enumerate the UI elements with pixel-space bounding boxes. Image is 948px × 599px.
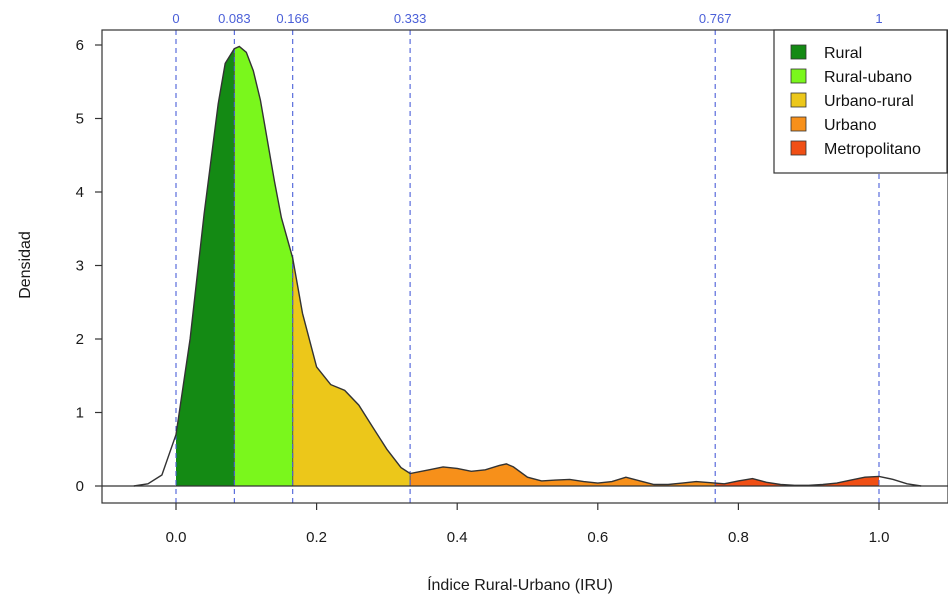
category-fills — [176, 46, 879, 486]
threshold-label: 1 — [875, 11, 882, 26]
x-axis: 0.0 0.2 0.4 0.6 0.8 1.0 — [166, 503, 890, 546]
y-tick-label: 6 — [76, 37, 84, 54]
legend-label: Rural — [824, 45, 862, 62]
x-axis-title: Índice Rural-Urbano (IRU) — [427, 575, 613, 594]
threshold-label: 0.767 — [699, 11, 732, 26]
threshold-label: 0.333 — [394, 11, 427, 26]
x-tick-label: 0.2 — [306, 529, 327, 546]
threshold-label: 0.083 — [218, 11, 251, 26]
legend-swatch — [790, 116, 807, 132]
legend-swatch — [790, 140, 807, 156]
legend-label: Rural-ubano — [824, 69, 912, 86]
y-tick-label: 4 — [76, 184, 84, 201]
plot-frame — [101, 29, 948, 504]
y-axis: 0 1 2 3 4 5 6 — [76, 37, 102, 495]
threshold-label: 0 — [172, 11, 179, 26]
fill-region-1 — [234, 46, 293, 486]
legend-swatch — [790, 44, 807, 60]
fill-region-0 — [176, 48, 235, 486]
legend-swatch — [790, 92, 807, 108]
threshold-labels: 0 0.083 0.166 0.333 0.767 1 — [172, 11, 882, 26]
legend-label: Urbano-rural — [824, 93, 914, 110]
x-tick-label: 0.0 — [166, 529, 187, 546]
x-tick-label: 0.8 — [728, 529, 749, 546]
y-tick-label: 1 — [76, 405, 84, 422]
y-tick-label: 2 — [76, 331, 84, 348]
x-tick-label: 1.0 — [869, 529, 890, 546]
threshold-lines — [175, 30, 880, 503]
legend-label: Metropolitano — [824, 141, 921, 158]
y-tick-label: 3 — [76, 258, 84, 275]
fill-region-2 — [292, 258, 411, 486]
legend-label: Urbano — [824, 117, 877, 134]
x-tick-label: 0.4 — [447, 529, 468, 546]
fill-region-3 — [410, 463, 716, 486]
fill-region-4 — [715, 476, 879, 486]
y-tick-label: 0 — [76, 478, 84, 495]
legend-swatch — [790, 68, 807, 84]
threshold-label: 0.166 — [276, 11, 309, 26]
density-curve — [133, 45, 922, 487]
y-axis-title: Densidad — [17, 231, 34, 299]
x-tick-label: 0.6 — [587, 529, 608, 546]
y-tick-label: 5 — [76, 111, 84, 128]
legend: Rural Rural-ubano Urbano-rural Urbano Metrop… — [773, 29, 948, 174]
